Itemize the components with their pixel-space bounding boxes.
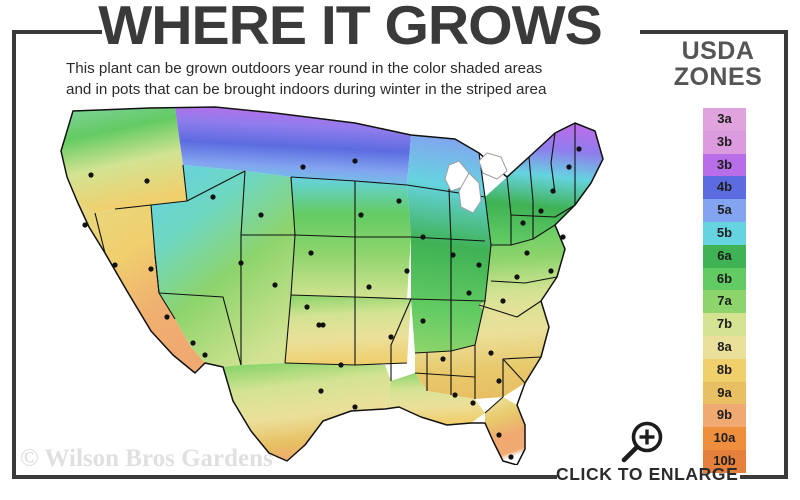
map-zone-fills: [61, 107, 603, 465]
legend-swatch-6b[interactable]: 6b: [703, 267, 746, 291]
legend-swatch-5b[interactable]: 5b: [703, 221, 746, 245]
legend-swatch-8a[interactable]: 8a: [703, 335, 746, 359]
subtitle-line-2: and in pots that can be brought indoors …: [66, 81, 547, 98]
legend-swatch-4b[interactable]: 4b: [703, 176, 746, 200]
magnifier-plus-icon[interactable]: [616, 418, 668, 468]
legend-heading-line-1: USDA: [681, 37, 755, 65]
legend-swatch-7b[interactable]: 7b: [703, 313, 746, 336]
legend-swatch-9b[interactable]: 9b: [703, 404, 746, 428]
legend-heading-line-2: ZONES: [673, 63, 763, 91]
legend-swatch-10b[interactable]: 10b: [703, 449, 746, 473]
page-title: WHERE IT GROWS: [98, 0, 602, 56]
frame-top-border-left-stub: [12, 30, 102, 34]
legend-swatch-10a[interactable]: 10a: [703, 427, 746, 450]
frame-left-border: [12, 30, 16, 479]
subtitle-line-1: This plant can be grown outdoors year ro…: [66, 60, 543, 77]
legend-swatch-6a[interactable]: 6a: [703, 244, 746, 268]
legend-heading: USDA ZONES: [648, 38, 788, 90]
click-to-enlarge-label[interactable]: CLICK TO ENLARGE: [556, 464, 739, 484]
usda-hardiness-zone-map[interactable]: [55, 105, 665, 465]
frame-top-border-right-stub: [640, 30, 788, 34]
watermark-credit: © Wilson Bros Gardens: [20, 445, 273, 472]
usda-zone-legend: 3a 3b 3b 4b 5a 5b 6a 6b 7a 7b 8a 8b 9a 9b 10a 10b: [703, 108, 746, 473]
frame-bottom-border-right-stub: [740, 475, 788, 479]
legend-swatch-3b-2[interactable]: 3b: [703, 153, 746, 177]
frame-right-border: [784, 30, 788, 479]
legend-swatch-9a[interactable]: 9a: [703, 381, 746, 405]
state-outlines: [60, 106, 604, 465]
frame-bottom-border: [12, 475, 557, 479]
city-dots: [82, 146, 582, 460]
legend-swatch-8b[interactable]: 8b: [703, 358, 746, 382]
legend-swatch-3a[interactable]: 3a: [703, 108, 746, 131]
legend-swatch-5a[interactable]: 5a: [703, 199, 746, 222]
subtitle-text: This plant can be grown outdoors year ro…: [66, 58, 626, 100]
legend-swatch-7a[interactable]: 7a: [703, 290, 746, 314]
magnifier-glyph: [621, 421, 663, 463]
legend-swatch-3b-1[interactable]: 3b: [703, 130, 746, 154]
map-svg: [60, 106, 604, 465]
